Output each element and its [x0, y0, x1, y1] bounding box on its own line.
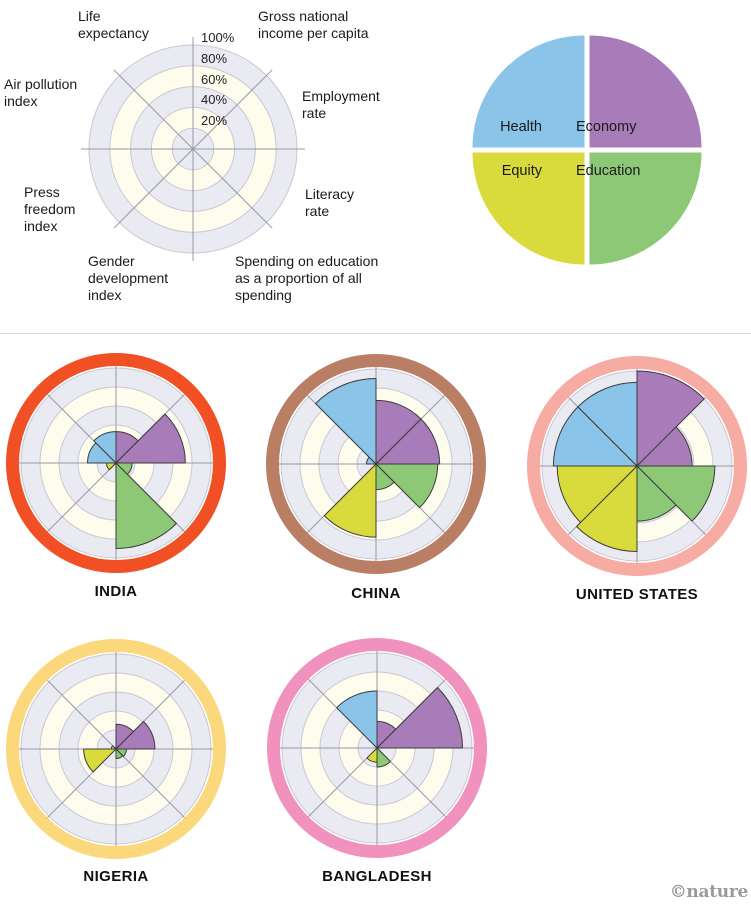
wedge-nigeria-spending-on-education-as-a-p: [115, 748, 124, 760]
axis-label-life-expectancy: Life expectancy: [78, 8, 149, 41]
country-label-bangladesh: BANGLADESH: [322, 868, 432, 885]
axis-label-employment-rate: Employment rate: [302, 88, 380, 121]
country-ring-china: [266, 354, 486, 574]
pie-slice-health: [472, 35, 585, 148]
radial-tick-60: 60%: [201, 72, 228, 87]
axis-label-air-pollution: Air pollution index: [4, 76, 78, 109]
section-divider: [0, 333, 751, 334]
wedge-nigeria-press-freedom-index: [83, 748, 117, 773]
wedge-united-states-air-pollution-index: [552, 406, 638, 467]
country-ring-india: [6, 353, 226, 573]
wedge-united-states-gross-national-income-per-ca: [636, 370, 705, 467]
wedge-united-states-press-freedom-index: [556, 465, 638, 523]
nature-credit: ©nature: [669, 882, 749, 902]
axis-label-gross-national-income: Gross national income per capita: [258, 8, 369, 41]
polar-chart-nigeria: [6, 639, 226, 859]
wedge-china-employment-rate: [375, 418, 441, 465]
pie-slice-equity: [472, 152, 585, 265]
pie-label-economy: Economy: [576, 119, 637, 135]
pie-slice-education: [589, 152, 702, 265]
polar-chart-bangladesh: [267, 638, 487, 858]
wedge-india-spending-on-education-as-a-p: [115, 462, 177, 549]
axis-label-literacy-rate: Literacy rate: [305, 186, 355, 219]
country-ring-united-states: [527, 356, 747, 576]
radial-tick-100: 100%: [201, 30, 235, 45]
radial-tick-40: 40%: [201, 92, 228, 107]
country-label-china: CHINA: [351, 585, 401, 602]
wedge-nigeria-literacy-rate: [115, 748, 127, 757]
wedge-united-states-gender-development-index: [576, 465, 638, 552]
wedge-bangladesh-spending-on-education-as-a-p: [376, 747, 391, 768]
polar-chart-united-states: [527, 356, 747, 576]
pie-slice-economy: [589, 35, 702, 148]
wedge-india-life-expectancy: [93, 431, 117, 464]
polar-chart-india: [6, 353, 226, 573]
pie-label-education: Education: [576, 163, 641, 179]
wedge-nigeria-employment-rate: [115, 720, 156, 750]
polar-chart-legend: [81, 37, 305, 261]
wedge-bangladesh-gender-development-index: [366, 747, 378, 763]
wedge-india-employment-rate: [115, 413, 186, 464]
wedge-nigeria-air-pollution-index: [110, 745, 117, 750]
wedge-bangladesh-life-expectancy: [336, 690, 378, 749]
wedge-china-gender-development-index: [323, 463, 377, 538]
country-label-united-states: UNITED STATES: [575, 586, 699, 603]
axis-label-education-spending: Spending on education as a proportion of…: [235, 253, 379, 303]
pie-label-equity: Equity: [501, 163, 542, 179]
axis-label-gender-development: Gender development index: [88, 253, 169, 303]
country-ring-nigeria: [6, 639, 226, 859]
radial-tick-80: 80%: [201, 51, 228, 66]
axis-label-press-freedom: Press freedom index: [24, 184, 76, 234]
wedge-united-states-literacy-rate: [636, 465, 716, 522]
wedge-united-states-life-expectancy: [577, 381, 638, 467]
country-ring-bangladesh: [267, 638, 487, 858]
polar-chart-china: [266, 354, 486, 574]
country-label-nigeria: NIGERIA: [83, 868, 149, 885]
wedge-china-life-expectancy: [315, 378, 377, 465]
wedge-china-literacy-rate: [375, 463, 439, 509]
radial-tick-20: 20%: [201, 113, 228, 128]
pie-label-health: Health: [500, 119, 542, 135]
country-label-india: INDIA: [94, 583, 138, 600]
wedge-bangladesh-employment-rate: [376, 687, 463, 749]
